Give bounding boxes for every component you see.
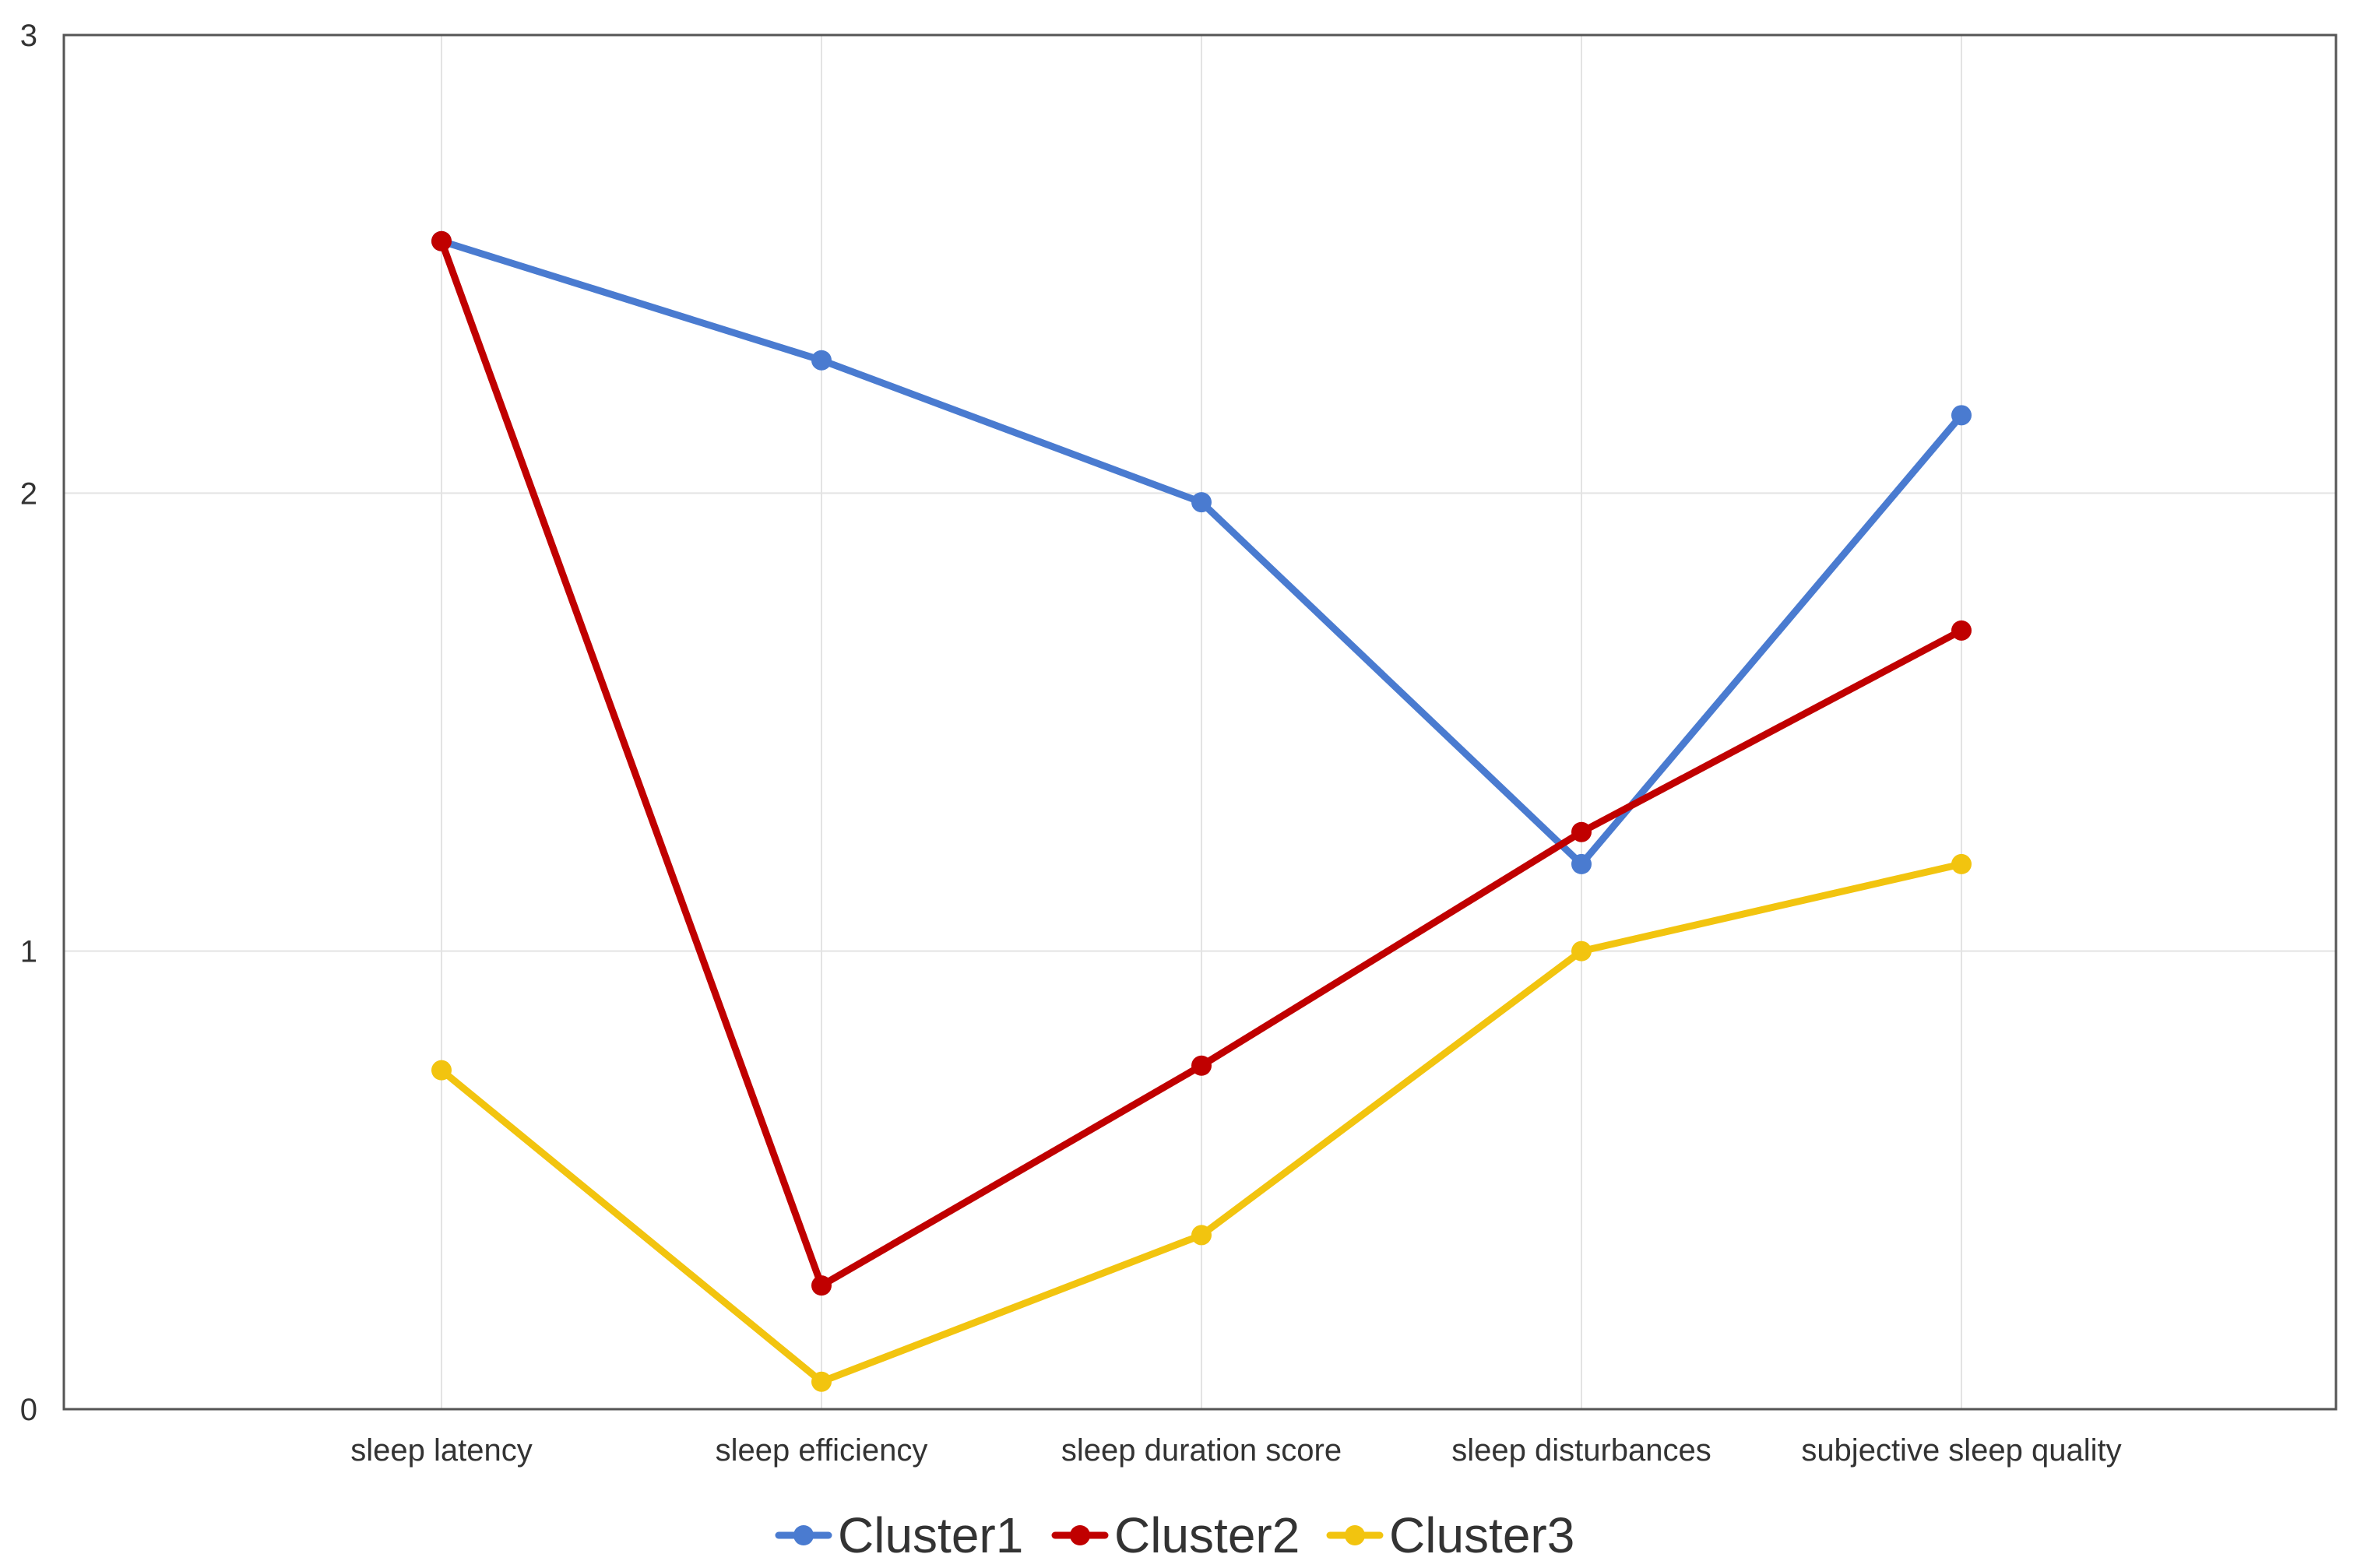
data-point[interactable] <box>1191 1055 1212 1076</box>
legend-item-cluster3[interactable]: Cluster3 <box>1326 1507 1574 1563</box>
data-point[interactable] <box>1951 620 1972 641</box>
data-point[interactable] <box>1951 853 1972 874</box>
plot-frame <box>62 33 2338 1411</box>
x-tick-label: sleep duration score <box>1061 1433 1342 1468</box>
legend-swatch-marker <box>1070 1525 1090 1545</box>
data-point[interactable] <box>1191 1225 1212 1246</box>
series-cluster2 <box>431 230 1972 1296</box>
y-tick-label: 3 <box>20 19 37 53</box>
legend-label: Cluster2 <box>1114 1507 1300 1563</box>
legend-label: Cluster3 <box>1389 1507 1574 1563</box>
data-point[interactable] <box>1571 853 1592 874</box>
data-point[interactable] <box>1571 940 1592 962</box>
series-cluster3 <box>431 853 1972 1392</box>
x-tick-label: sleep disturbances <box>1451 1433 1711 1468</box>
data-point[interactable] <box>811 1371 832 1392</box>
data-point[interactable] <box>811 350 832 371</box>
data-point[interactable] <box>431 1060 452 1081</box>
data-point[interactable] <box>811 1275 832 1296</box>
y-tick-label: 2 <box>20 476 37 511</box>
legend: Cluster1 Cluster2 Cluster3 <box>775 1507 1574 1563</box>
data-point[interactable] <box>431 230 452 251</box>
x-tick-label: sleep latency <box>350 1433 532 1468</box>
series-layer <box>431 230 1972 1392</box>
y-tick-label: 1 <box>20 935 37 969</box>
x-tick-label: sleep efficiency <box>716 1433 928 1468</box>
legend-item-cluster2[interactable]: Cluster2 <box>1051 1507 1300 1563</box>
y-tick-label: 0 <box>20 1393 37 1427</box>
legend-swatch-marker <box>1345 1525 1365 1545</box>
data-point[interactable] <box>1571 821 1592 842</box>
legend-item-cluster1[interactable]: Cluster1 <box>775 1507 1023 1563</box>
data-point[interactable] <box>1191 492 1212 513</box>
x-tick-label: subjective sleep quality <box>1801 1433 2121 1468</box>
legend-swatch-marker <box>793 1525 814 1545</box>
grid-layer <box>64 34 2336 1410</box>
legend-label: Cluster1 <box>838 1507 1023 1563</box>
axis-layer: 0 1 2 3 sleep latency sleep efficiency sleep d… <box>20 19 2338 1468</box>
data-point[interactable] <box>1951 405 1972 426</box>
